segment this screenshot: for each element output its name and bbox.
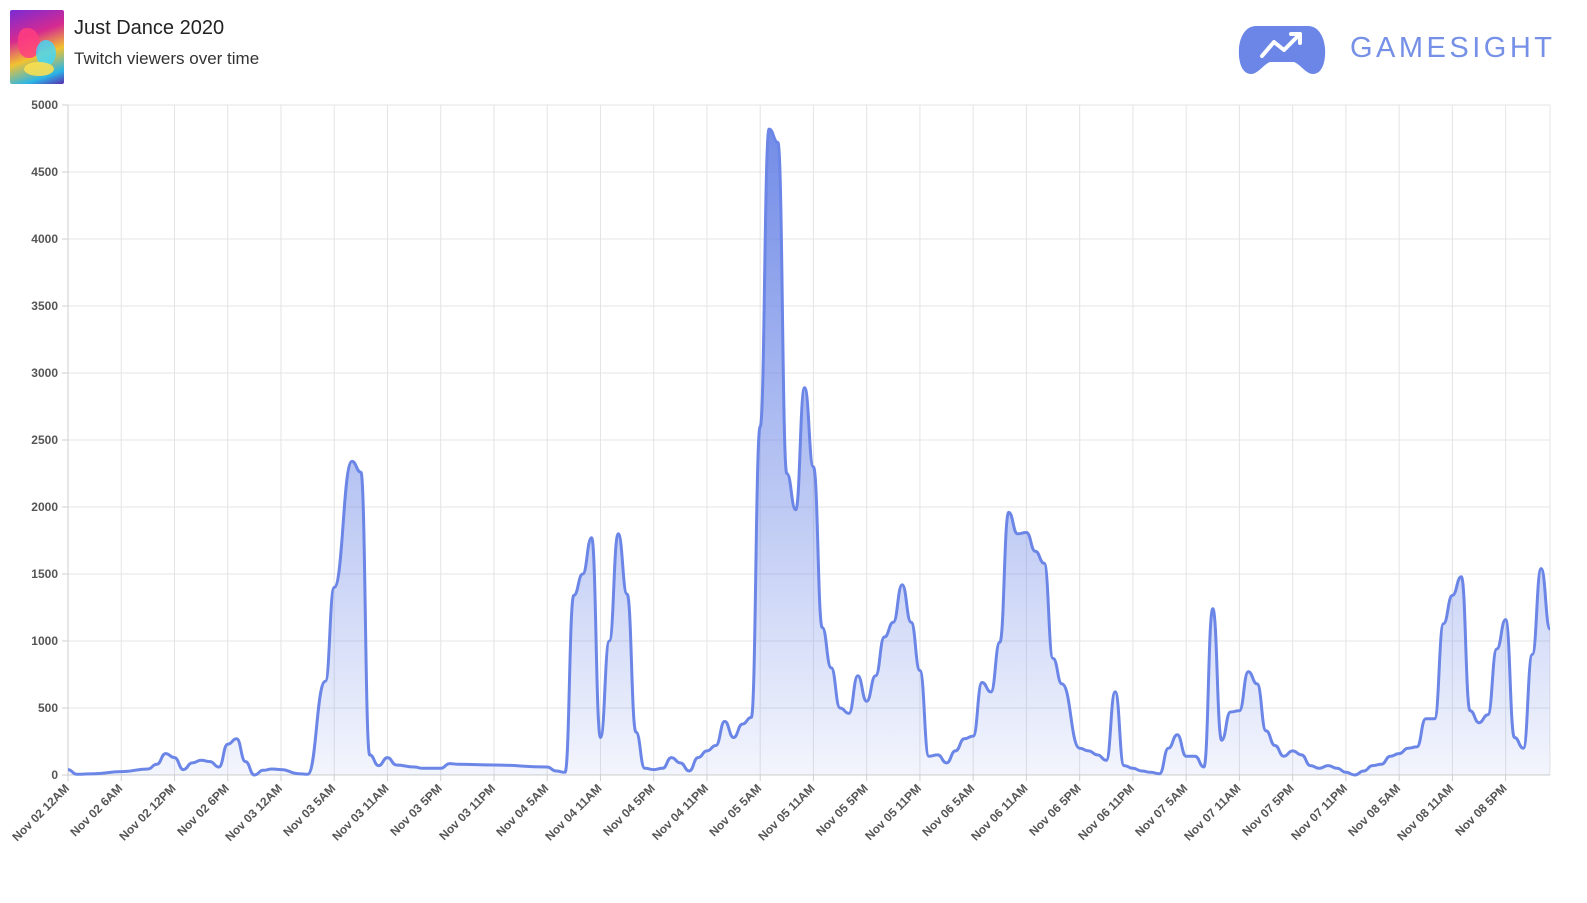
y-tick-label: 2000 (31, 500, 58, 514)
cover-art-shape (18, 28, 40, 58)
y-tick-label: 1000 (31, 634, 58, 648)
x-tick-label: Nov 06 5PM (1026, 781, 1084, 839)
brand-wordmark: GAMESIGHT (1350, 32, 1556, 64)
y-tick-label: 3500 (31, 299, 58, 313)
x-tick-label: Nov 03 11AM (329, 781, 391, 843)
x-tick-label: Nov 04 5AM (493, 781, 551, 839)
y-tick-label: 4500 (31, 165, 58, 179)
x-tick-label: Nov 08 5PM (1452, 781, 1510, 839)
cover-art-shape (24, 62, 54, 76)
x-tick-label: Nov 07 11AM (1181, 781, 1243, 843)
x-tick-label: Nov 07 5PM (1239, 781, 1297, 839)
series-line (67, 127, 1552, 777)
y-tick-label: 500 (38, 701, 58, 715)
x-tick-label: Nov 07 5AM (1132, 781, 1190, 839)
y-tick-label: 4000 (31, 232, 58, 246)
y-axis: 0 500 1000 1500 2000 2500 3000 3500 4000 4500 5000 (31, 98, 69, 782)
chart-subtitle: Twitch viewers over time (74, 49, 260, 68)
x-tick-label: Nov 04 11PM (649, 781, 711, 843)
x-tick-label: Nov 08 5AM (1345, 781, 1403, 839)
x-tick-label: Nov 02 12AM (9, 781, 72, 844)
y-tick-label: 0 (51, 768, 58, 782)
x-tick-label: Nov 05 11PM (862, 781, 924, 843)
x-tick-label: Nov 04 11AM (542, 781, 604, 843)
x-tick-label: Nov 03 12AM (222, 781, 285, 844)
x-tick-label: Nov 07 11PM (1288, 781, 1350, 843)
cover-art-shape (36, 40, 56, 66)
chart-header: Just Dance 2020 Twitch viewers over time… (0, 0, 1587, 100)
y-tick-label: 3000 (31, 366, 58, 380)
x-tick-label: Nov 08 11AM (1394, 781, 1456, 843)
x-tick-label: Nov 06 11AM (968, 781, 1030, 843)
y-tick-label: 5000 (31, 98, 58, 112)
y-tick-label: 1500 (31, 567, 58, 581)
series-area (68, 129, 1550, 776)
x-tick-label: Nov 05 5AM (706, 781, 764, 839)
chart-title: Just Dance 2020 (74, 17, 225, 39)
x-tick-label: Nov 02 6AM (67, 781, 125, 839)
x-tick-label: Nov 03 5PM (387, 781, 445, 839)
x-tick-label: Nov 03 11PM (436, 781, 498, 843)
x-tick-label: Nov 02 6PM (174, 781, 232, 839)
game-cover-thumbnail (10, 10, 64, 84)
y-tick-label: 2500 (31, 433, 58, 447)
chart-grid (67, 104, 1551, 776)
x-tick-label: Nov 04 5PM (600, 781, 658, 839)
x-tick-label: Nov 03 5AM (280, 781, 338, 839)
x-tick-label: Nov 05 11AM (755, 781, 817, 843)
gamepad-trend-icon (1238, 26, 1326, 74)
x-tick-label: Nov 06 11PM (1075, 781, 1137, 843)
x-tick-label: Nov 06 5AM (919, 781, 977, 839)
x-tick-label: Nov 02 12PM (116, 781, 178, 843)
x-tick-label: Nov 05 5PM (813, 781, 871, 839)
viewers-area-chart: 0 500 1000 1500 2000 2500 3000 3500 4000 4500 5000… (9, 98, 1552, 844)
